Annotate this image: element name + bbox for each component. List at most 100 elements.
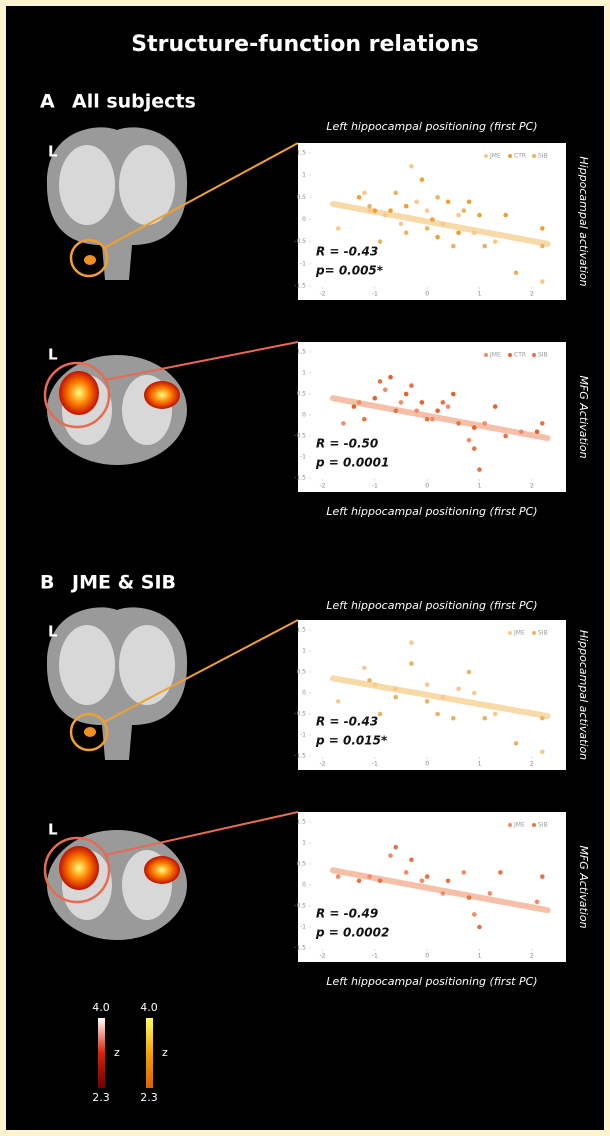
x-axis-label: Left hippocampal positioning (first PC) [326, 120, 537, 133]
scatter-point [435, 409, 440, 414]
y-tick-label: 1.5 [296, 819, 306, 826]
scatter-point [336, 226, 341, 231]
y-axis-label: Hippocampal activation [577, 156, 590, 286]
scatter-point [488, 891, 493, 896]
scatter-point [388, 375, 393, 380]
scatter-point [336, 874, 341, 879]
scatter-point [399, 222, 404, 227]
scatter-point [362, 417, 367, 422]
scatter-point [373, 208, 378, 213]
scatter-point [409, 661, 414, 666]
scatter-point [336, 699, 341, 704]
scatter-point [362, 666, 367, 671]
legend-label: SIB [538, 352, 548, 359]
x-tick-label: -1 [372, 761, 378, 768]
section-letter: A [40, 91, 55, 113]
scatter-point [540, 750, 545, 755]
y-tick-label: 0.5 [296, 391, 306, 398]
scatter-point [362, 191, 367, 196]
legend-label: SIB [538, 822, 548, 829]
y-tick-label: -1 [300, 924, 306, 931]
annotation: R = -0.43 [316, 245, 378, 259]
y-axis-label: MFG Activation [577, 375, 590, 458]
x-tick-label: 1 [478, 761, 482, 768]
annotation: p= 0.005* [315, 264, 384, 278]
annotation: R = -0.50 [316, 437, 378, 451]
x-tick-label: -2 [319, 761, 325, 768]
legend-swatch [508, 154, 512, 158]
x-tick-label: -2 [319, 483, 325, 490]
scatter-point [357, 195, 362, 200]
scatter-point [498, 870, 503, 875]
scatter-point [367, 874, 372, 879]
scatter-point [367, 678, 372, 683]
x-tick-label: -2 [319, 953, 325, 960]
scatter-point [451, 392, 456, 397]
scatter-point [540, 874, 545, 879]
scatter-point [425, 699, 430, 704]
scatter-point [535, 900, 540, 905]
scatter-point [477, 467, 482, 472]
scatter-point [540, 421, 545, 426]
y-tick-label: 0 [302, 216, 306, 223]
scatter-point [435, 712, 440, 717]
scatter-point [425, 226, 430, 231]
scatter-point [472, 446, 477, 451]
scatter-point [388, 853, 393, 858]
figure: Structure-function relations A All subje… [0, 0, 610, 1136]
scatter-point [383, 213, 388, 218]
y-axis-label: Hippocampal activation [577, 630, 590, 760]
scatter-point [456, 213, 461, 218]
legend-swatch [508, 631, 512, 635]
scatter-point [482, 421, 487, 426]
y-tick-label: -1 [300, 454, 306, 461]
scatter-point [399, 400, 404, 405]
y-tick-label: 1 [302, 172, 306, 179]
side-label: L [48, 346, 58, 364]
scatter-point [540, 244, 545, 249]
annotation: p = 0.015* [315, 734, 388, 748]
annotation: p = 0.0001 [315, 456, 389, 470]
scatter-point [467, 670, 472, 675]
scatter-point [451, 244, 456, 249]
y-tick-label: 1 [302, 370, 306, 377]
scatter-point [378, 712, 383, 717]
colorbar-label: z [114, 1046, 120, 1059]
scatter-point [404, 231, 409, 236]
annotation: R = -0.49 [316, 907, 378, 921]
y-tick-label: 0.5 [296, 194, 306, 201]
y-tick-label: 1 [302, 648, 306, 655]
legend-swatch [532, 154, 536, 158]
scatter-point [388, 208, 393, 213]
x-tick-label: 0 [425, 953, 429, 960]
scatter-point [409, 640, 414, 645]
scatter-point [461, 208, 466, 213]
legend-label: JME [489, 352, 501, 359]
scatter-point [425, 874, 430, 879]
scatter-point [430, 217, 435, 222]
scatter-point [467, 438, 472, 443]
colorbar-max: 4.0 [92, 1001, 110, 1014]
y-tick-label: 0.5 [296, 669, 306, 676]
colorbar [146, 1018, 153, 1088]
x-axis-label: Left hippocampal positioning (first PC) [326, 505, 537, 518]
activation [144, 856, 180, 884]
scatter-point [441, 222, 446, 227]
y-tick-label: 0.5 [296, 861, 306, 868]
scatter-point [430, 417, 435, 422]
colorbar-label: z [162, 1046, 168, 1059]
scatter-point [414, 199, 419, 204]
x-tick-label: 2 [530, 953, 534, 960]
scatter-point [456, 687, 461, 692]
scatter-point [404, 870, 409, 875]
x-tick-label: -2 [319, 291, 325, 298]
scatter-point [477, 925, 482, 930]
x-tick-label: -1 [372, 953, 378, 960]
scatter-point [540, 716, 545, 721]
x-tick-label: 2 [530, 761, 534, 768]
scatter-point [472, 912, 477, 917]
scatter-point [477, 213, 482, 218]
activation [84, 255, 96, 265]
x-tick-label: 0 [425, 483, 429, 490]
scatter-point [404, 392, 409, 397]
